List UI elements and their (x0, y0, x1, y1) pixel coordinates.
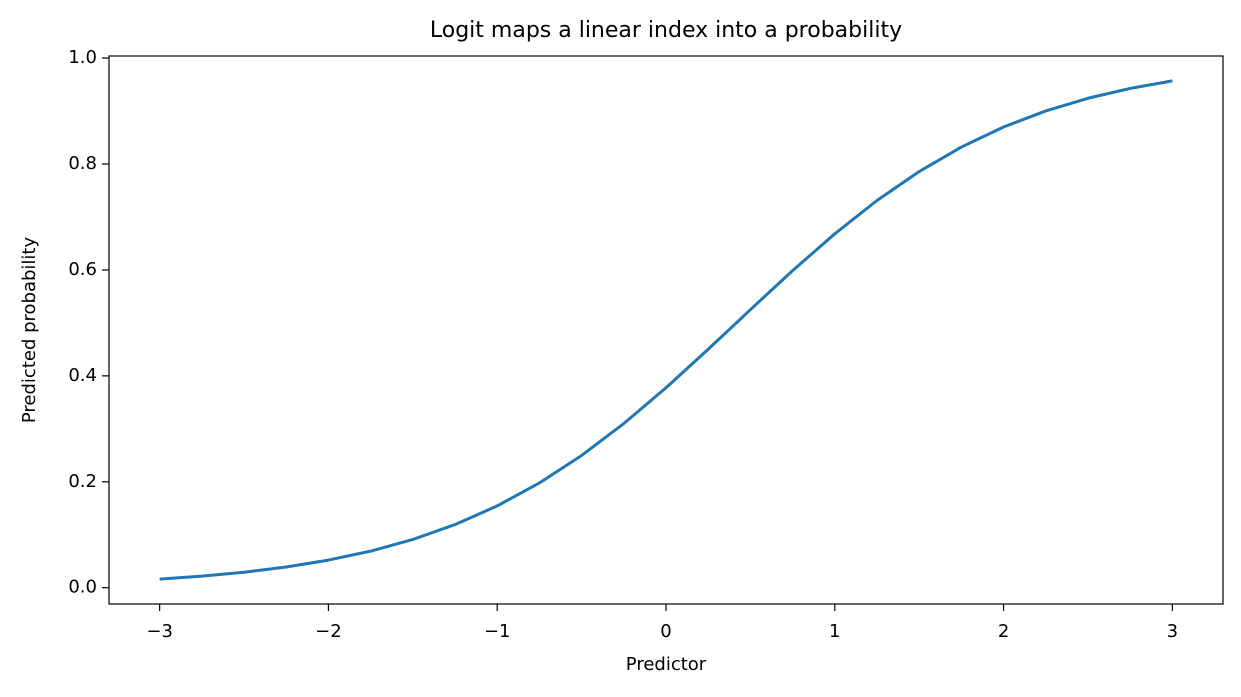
y-tick-label: 1.0 (68, 47, 97, 68)
x-tick-label: −3 (146, 621, 173, 642)
x-tick-label: 0 (660, 621, 671, 642)
x-tick-label: −2 (315, 621, 342, 642)
y-tick-label: 0.4 (68, 365, 97, 386)
x-tick-label: 3 (1167, 621, 1178, 642)
y-tick-label: 0.8 (68, 153, 97, 174)
y-tick-label: 0.0 (68, 577, 97, 598)
x-axis-label: Predictor (626, 654, 707, 675)
x-tick-label: −1 (484, 621, 511, 642)
y-tick-label: 0.2 (68, 471, 97, 492)
y-tick-label: 0.6 (68, 259, 97, 280)
line-series (159, 79, 1173, 581)
y-axis-label: Predicted probability (19, 237, 40, 424)
x-tick-label: 1 (829, 621, 840, 642)
chart-title: Logit maps a linear index into a probabi… (430, 18, 902, 43)
x-tick-label: 2 (998, 621, 1009, 642)
plot-frame (108, 55, 1224, 605)
